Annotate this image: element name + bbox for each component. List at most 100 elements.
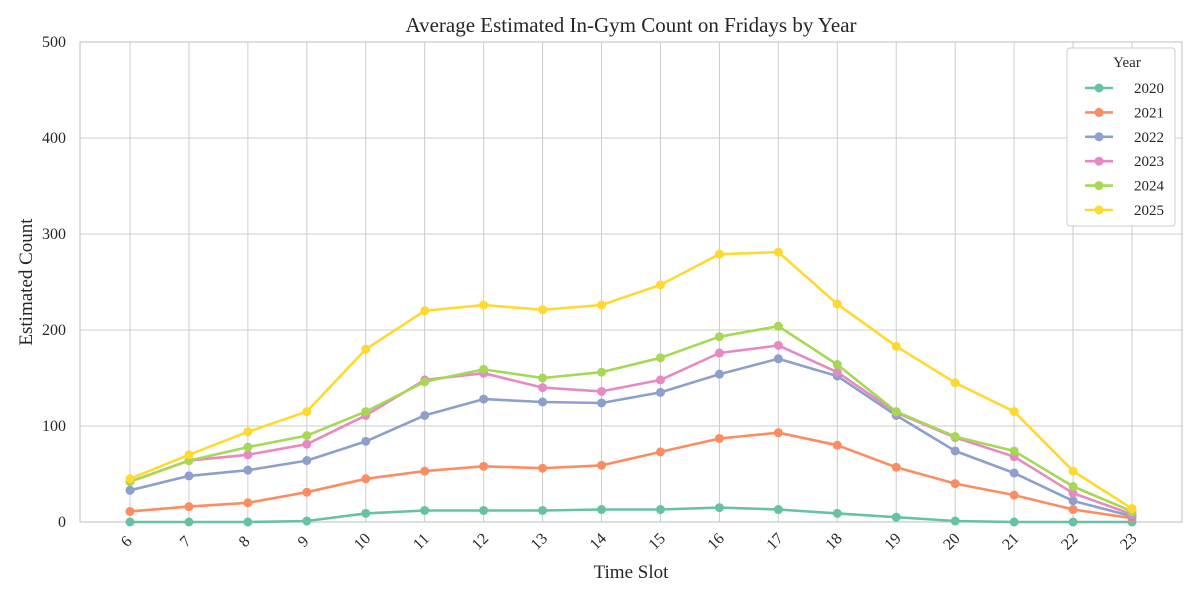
x-axis-label: Time Slot — [594, 562, 670, 583]
data-point-2025 — [832, 299, 842, 309]
x-tick-label: 13 — [528, 530, 551, 553]
data-point-2024 — [891, 407, 901, 417]
x-tick-label: 21 — [999, 530, 1022, 553]
data-point-2021 — [655, 447, 665, 457]
x-tick-label: 6 — [118, 533, 136, 551]
legend-item-2020: 2020 — [1085, 81, 1164, 97]
data-point-2020 — [125, 517, 135, 527]
data-point-2023 — [597, 386, 607, 396]
series-line-2022 — [128, 357, 1134, 518]
legend-label-2022: 2022 — [1134, 130, 1164, 146]
data-point-2021 — [891, 462, 901, 472]
y-axis-label: Estimated Count — [16, 218, 37, 346]
data-point-2020 — [714, 503, 724, 513]
data-point-2025 — [479, 300, 489, 310]
x-tick-label: 18 — [822, 530, 845, 553]
legend-item-2023: 2023 — [1085, 154, 1164, 170]
x-tick-labels: 6 7 8 9 10 11 12 13 14 15 16 17 18 19 20 21 22 23 — [118, 530, 1141, 553]
data-point-2025 — [243, 427, 253, 437]
y-tick-labels: 0 100 200 300 400 500 — [42, 34, 66, 531]
data-point-2022 — [184, 471, 194, 481]
series-line-2020 — [128, 506, 1134, 524]
data-point-2023 — [302, 439, 312, 449]
data-point-2025 — [950, 378, 960, 388]
data-point-2021 — [243, 498, 253, 508]
data-point-2020 — [538, 505, 548, 515]
data-point-2025 — [714, 249, 724, 259]
y-tick-label: 500 — [42, 34, 66, 51]
data-point-2025 — [538, 305, 548, 315]
data-point-2021 — [773, 428, 783, 438]
legend: Year 2020 2021 2022 2023 2024 2025 — [1066, 47, 1176, 227]
data-point-2023 — [832, 367, 842, 377]
data-point-2025 — [125, 474, 135, 484]
data-point-2024 — [479, 364, 489, 374]
data-point-2020 — [1068, 517, 1078, 527]
series-line-2021 — [128, 431, 1134, 520]
data-point-2024 — [538, 373, 548, 383]
data-point-2024 — [420, 377, 430, 387]
data-point-2025 — [1068, 466, 1078, 476]
x-tick-label: 9 — [295, 533, 313, 551]
series-lines — [128, 250, 1134, 524]
data-point-2025 — [184, 450, 194, 460]
data-point-2020 — [891, 512, 901, 522]
x-tick-label: 22 — [1058, 530, 1081, 553]
data-point-2025 — [655, 280, 665, 290]
data-point-2020 — [832, 508, 842, 518]
y-tick-label: 400 — [42, 130, 66, 147]
data-point-2022 — [773, 354, 783, 364]
data-point-2025 — [891, 341, 901, 351]
data-point-2022 — [1009, 468, 1019, 478]
data-point-2025 — [420, 306, 430, 316]
legend-marker-2022 — [1094, 132, 1104, 142]
y-tick-label: 200 — [42, 322, 66, 339]
legend-marker-2021 — [1094, 107, 1104, 117]
y-tick-label: 100 — [42, 418, 66, 435]
y-tick-label: 0 — [58, 514, 66, 531]
data-point-2020 — [950, 516, 960, 526]
data-point-2022 — [655, 387, 665, 397]
data-point-2025 — [361, 344, 371, 354]
data-point-2021 — [184, 502, 194, 512]
legend-label-2025: 2025 — [1134, 203, 1164, 219]
data-point-2024 — [597, 367, 607, 377]
x-tick-label: 20 — [940, 530, 963, 553]
data-point-2021 — [125, 506, 135, 516]
data-point-2021 — [1009, 490, 1019, 500]
data-point-2020 — [479, 505, 489, 515]
data-point-2024 — [950, 432, 960, 442]
x-tick-label: 23 — [1117, 530, 1140, 553]
data-point-2023 — [243, 450, 253, 460]
legend-marker-2024 — [1094, 181, 1104, 191]
data-point-2021 — [420, 466, 430, 476]
legend-item-2022: 2022 — [1085, 130, 1164, 146]
legend-marker-2020 — [1094, 83, 1104, 93]
data-point-2025 — [1127, 504, 1137, 514]
x-tick-label: 10 — [351, 530, 374, 553]
legend-item-2025: 2025 — [1085, 203, 1164, 219]
data-point-2025 — [1009, 407, 1019, 417]
data-point-2024 — [773, 321, 783, 331]
x-tick-label: 17 — [764, 530, 787, 553]
x-tick-label: 16 — [705, 530, 728, 553]
data-point-2024 — [361, 407, 371, 417]
legend-marker-2025 — [1094, 205, 1104, 215]
legend-items: 2020 2021 2022 2023 2024 2025 — [1085, 81, 1165, 219]
data-point-2022 — [302, 456, 312, 466]
data-point-2025 — [597, 300, 607, 310]
data-point-2020 — [361, 508, 371, 518]
data-point-2022 — [538, 397, 548, 407]
data-point-2023 — [1068, 488, 1078, 498]
legend-title: Year — [1113, 55, 1141, 71]
data-point-2024 — [832, 360, 842, 370]
x-tick-label: 12 — [469, 530, 492, 553]
series-line-2024 — [128, 324, 1134, 513]
x-tick-label: 19 — [881, 530, 904, 553]
data-point-2022 — [597, 398, 607, 408]
data-point-2021 — [302, 487, 312, 497]
data-point-2022 — [479, 394, 489, 404]
data-point-2024 — [655, 353, 665, 363]
data-point-2024 — [714, 332, 724, 342]
